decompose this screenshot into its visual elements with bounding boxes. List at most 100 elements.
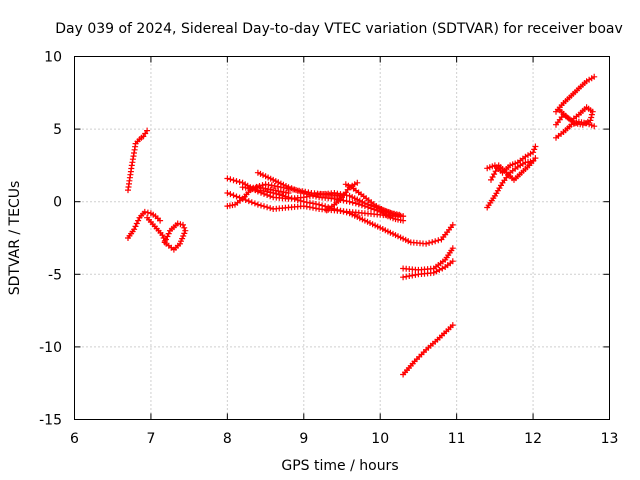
x-tick-label: 8 bbox=[223, 431, 232, 447]
data-point bbox=[181, 224, 188, 231]
y-tick-label: 0 bbox=[53, 195, 62, 211]
data-point bbox=[358, 202, 365, 209]
data-series bbox=[125, 73, 598, 378]
data-point bbox=[230, 192, 237, 199]
data-point bbox=[133, 220, 140, 227]
data-point bbox=[591, 73, 598, 80]
data-point bbox=[256, 183, 263, 189]
data-point bbox=[374, 207, 381, 214]
y-tick-label: -5 bbox=[48, 267, 62, 283]
data-point bbox=[586, 121, 593, 128]
data-point bbox=[161, 239, 168, 246]
data-point bbox=[449, 322, 456, 329]
data-point bbox=[586, 76, 593, 83]
data-point bbox=[132, 223, 139, 230]
data-point bbox=[264, 204, 271, 211]
series-arc-17 bbox=[484, 158, 537, 211]
grid bbox=[74, 56, 610, 420]
data-point bbox=[322, 203, 329, 210]
data-point bbox=[400, 217, 407, 224]
plot-frame bbox=[74, 56, 610, 420]
data-point bbox=[532, 143, 539, 150]
x-tick-label: 6 bbox=[70, 431, 79, 447]
data-point bbox=[343, 209, 350, 216]
data-point bbox=[430, 269, 437, 276]
y-tick-label: 5 bbox=[53, 122, 62, 138]
data-point bbox=[182, 227, 189, 234]
data-point bbox=[319, 202, 326, 209]
data-point bbox=[224, 175, 231, 182]
data-point bbox=[157, 217, 164, 224]
data-point bbox=[530, 149, 537, 156]
series-arc-20 bbox=[553, 118, 598, 141]
series-arc-8 bbox=[239, 184, 456, 247]
data-point bbox=[349, 199, 356, 206]
chart-title: Day 039 of 2024, Sidereal Day-to-day VTE… bbox=[55, 21, 623, 37]
data-point bbox=[273, 190, 280, 197]
series-arc-9 bbox=[247, 181, 345, 199]
data-point bbox=[230, 177, 237, 184]
data-point bbox=[250, 184, 257, 191]
data-point bbox=[426, 239, 433, 246]
data-point bbox=[530, 158, 537, 164]
data-point bbox=[449, 245, 456, 252]
data-point bbox=[423, 240, 430, 247]
x-axis-title: GPS time / hours bbox=[281, 458, 398, 474]
data-point bbox=[245, 198, 252, 205]
data-point bbox=[507, 162, 514, 169]
series-arc-5 bbox=[224, 175, 407, 220]
data-point bbox=[261, 203, 267, 210]
data-point bbox=[368, 205, 374, 212]
series-arc-11 bbox=[342, 181, 403, 218]
data-point bbox=[144, 209, 151, 216]
data-point bbox=[432, 238, 439, 245]
data-point bbox=[279, 192, 286, 199]
data-point bbox=[591, 123, 598, 130]
data-point bbox=[570, 120, 577, 127]
data-point bbox=[165, 230, 172, 237]
data-point bbox=[355, 201, 362, 208]
series-arc-19 bbox=[553, 104, 596, 128]
data-point bbox=[167, 227, 173, 234]
data-point bbox=[589, 108, 596, 115]
axis-ticks bbox=[74, 56, 610, 420]
data-point bbox=[163, 236, 169, 243]
y-tick-label: -10 bbox=[39, 340, 62, 356]
data-point bbox=[346, 198, 353, 205]
data-point bbox=[259, 182, 266, 189]
data-point bbox=[224, 190, 231, 196]
data-point bbox=[352, 200, 359, 207]
data-point bbox=[371, 206, 378, 213]
data-point bbox=[282, 193, 289, 200]
data-point bbox=[248, 199, 255, 206]
x-tick-label: 9 bbox=[299, 431, 308, 447]
data-point bbox=[556, 107, 563, 114]
data-point bbox=[429, 239, 436, 246]
data-point bbox=[334, 206, 341, 213]
data-point bbox=[270, 190, 277, 196]
data-point bbox=[294, 197, 301, 203]
y-tick-label: 10 bbox=[44, 50, 62, 66]
data-point bbox=[588, 114, 595, 121]
x-tick-label: 11 bbox=[448, 431, 466, 447]
data-point bbox=[159, 232, 166, 239]
data-point bbox=[251, 200, 258, 207]
data-point bbox=[365, 204, 371, 211]
data-point bbox=[242, 197, 249, 203]
data-point bbox=[316, 201, 323, 208]
data-point bbox=[297, 197, 304, 204]
data-point bbox=[253, 183, 260, 190]
data-point bbox=[258, 202, 264, 209]
data-point bbox=[144, 127, 151, 134]
series-arc-3 bbox=[144, 214, 189, 253]
data-point bbox=[449, 221, 456, 228]
data-point bbox=[236, 194, 243, 201]
data-point bbox=[435, 237, 442, 244]
data-point bbox=[449, 258, 456, 265]
data-point bbox=[588, 111, 595, 118]
data-point bbox=[135, 217, 142, 224]
data-point bbox=[233, 193, 240, 200]
data-point bbox=[239, 195, 246, 202]
data-point bbox=[340, 208, 347, 215]
